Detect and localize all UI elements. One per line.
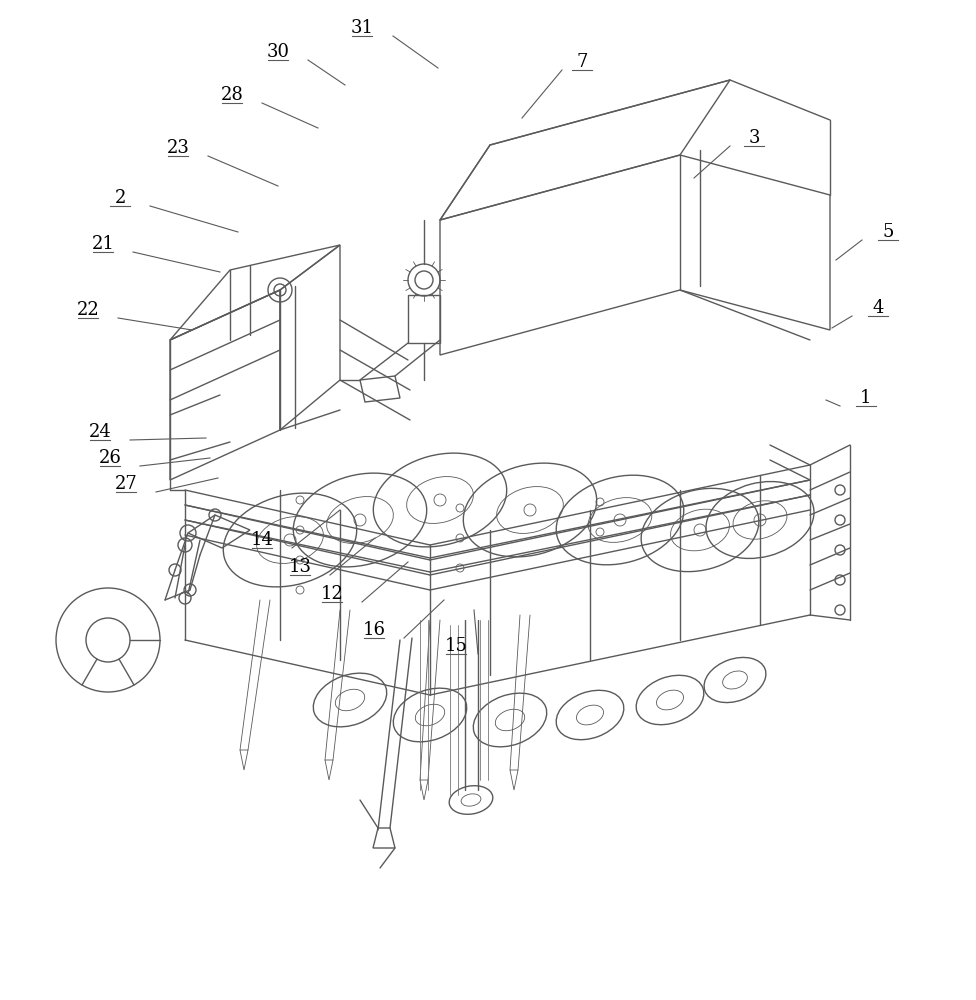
Bar — [408, 295, 440, 343]
Text: 13: 13 — [289, 558, 311, 576]
Text: 3: 3 — [749, 129, 759, 147]
Text: 4: 4 — [873, 299, 883, 317]
Text: 1: 1 — [860, 389, 872, 407]
Text: 12: 12 — [320, 585, 344, 603]
Text: 23: 23 — [167, 139, 189, 157]
Text: 24: 24 — [89, 423, 111, 441]
Text: 14: 14 — [251, 531, 273, 549]
Text: 27: 27 — [114, 475, 138, 493]
Text: 22: 22 — [77, 301, 100, 319]
Text: 31: 31 — [350, 19, 374, 37]
Text: 7: 7 — [576, 53, 588, 71]
Text: 16: 16 — [362, 621, 386, 639]
Text: 28: 28 — [221, 86, 243, 104]
Text: 5: 5 — [882, 223, 894, 241]
Text: 2: 2 — [114, 189, 126, 207]
Text: 26: 26 — [99, 449, 121, 467]
Text: 21: 21 — [92, 235, 114, 253]
Text: 30: 30 — [266, 43, 290, 61]
Text: 15: 15 — [444, 637, 468, 655]
